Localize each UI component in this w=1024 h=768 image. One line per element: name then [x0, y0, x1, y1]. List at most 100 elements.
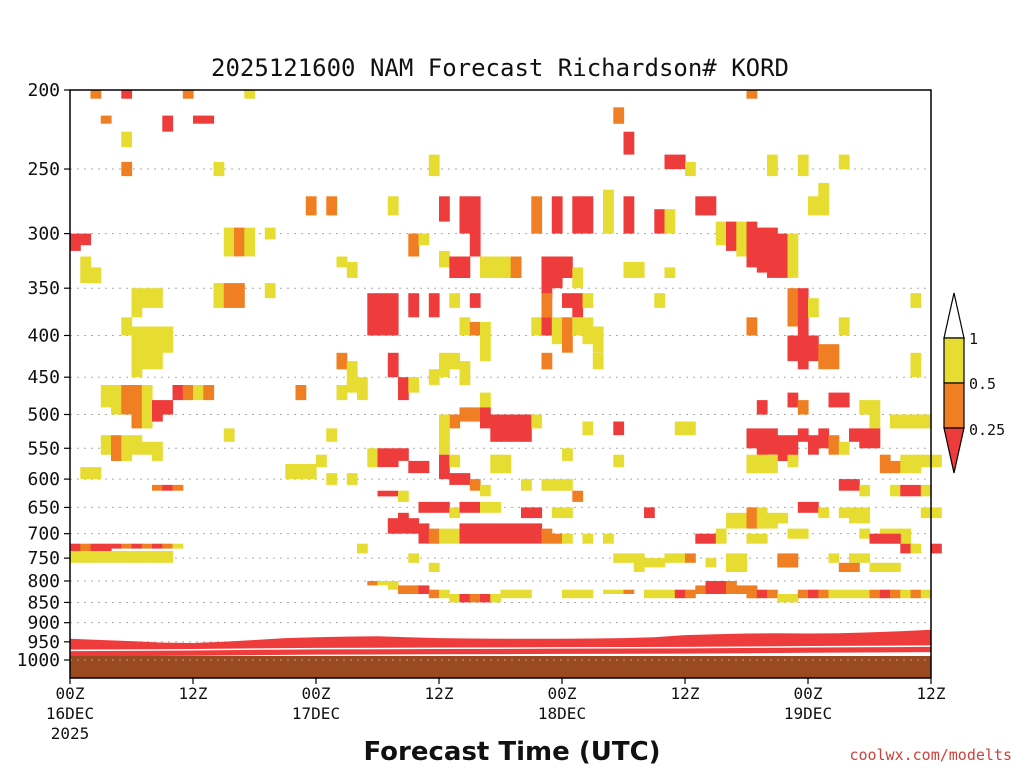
ri-cell — [418, 523, 430, 544]
ri-cell — [480, 392, 491, 408]
ri-cell — [305, 464, 317, 480]
ri-cell — [674, 421, 686, 436]
ri-cell — [838, 589, 850, 599]
ri-cell — [828, 344, 840, 370]
y-tick-label: 200 — [27, 80, 60, 101]
legend-under-arrow — [943, 427, 965, 474]
ri-cell — [449, 414, 461, 429]
ri-cell — [726, 553, 737, 572]
ri-cell — [910, 484, 922, 497]
ri-cell — [141, 385, 153, 429]
ri-cell — [828, 589, 840, 599]
x-tick-label: 00Z — [794, 684, 823, 703]
ri-cell — [551, 533, 563, 544]
ri-cell — [828, 553, 840, 563]
ri-cell — [674, 553, 686, 563]
ri-cell — [726, 512, 737, 529]
ri-cell — [787, 435, 799, 461]
x-axis-label: Forecast Time (UTC) — [363, 737, 660, 767]
ri-cell — [490, 594, 502, 603]
chart-title: 2025121600 NAM Forecast Richardson# KORD — [211, 54, 789, 82]
ri-cell — [152, 441, 163, 461]
ri-cell — [121, 317, 133, 336]
ri-cell — [428, 293, 440, 318]
ri-cell — [900, 543, 912, 554]
ri-cell — [838, 479, 850, 491]
x-tick-label: 12Z — [179, 684, 208, 703]
ri-cell — [787, 454, 799, 468]
ri-cell — [469, 501, 481, 513]
ri-cell — [418, 460, 430, 474]
x-tick-label: 00Z — [302, 684, 331, 703]
ri-cell — [418, 233, 430, 246]
ri-cell — [623, 553, 635, 563]
ri-cell — [141, 543, 153, 549]
ri-cell — [531, 523, 543, 544]
ri-cell — [480, 256, 491, 278]
ri-cell — [562, 448, 573, 461]
ri-cell — [398, 448, 409, 461]
x-tick-date: 18DEC — [538, 704, 586, 723]
ri-cell — [439, 589, 450, 599]
ri-cell — [808, 335, 819, 362]
ri-cell — [162, 551, 174, 563]
ri-cell — [80, 551, 92, 563]
ri-cell — [439, 528, 450, 544]
ri-cell — [838, 154, 850, 170]
ri-cell — [879, 454, 891, 474]
ri-cell — [141, 441, 153, 455]
ri-cell — [695, 196, 707, 216]
ri-cell — [818, 182, 830, 216]
ri-cell — [408, 293, 420, 318]
ri-cell — [531, 317, 543, 336]
y-tick-label: 400 — [27, 325, 60, 346]
ri-cell — [879, 589, 891, 599]
ri-cell — [767, 454, 778, 474]
ri-cell — [377, 490, 389, 497]
ri-cell — [387, 581, 399, 590]
ri-cell — [510, 256, 522, 278]
ri-cell — [756, 589, 768, 599]
ground-fill — [70, 656, 931, 678]
ri-cell — [818, 589, 830, 599]
ri-cell — [613, 553, 625, 563]
ri-cell — [326, 196, 338, 216]
ri-cell — [111, 543, 122, 549]
ri-cell — [439, 196, 450, 222]
ri-cell — [808, 435, 819, 455]
ri-cell — [931, 454, 942, 468]
ri-cell — [90, 467, 102, 480]
ri-cell — [131, 385, 143, 429]
ri-cell — [654, 589, 666, 599]
ri-cell — [674, 589, 686, 599]
ri-cell — [910, 543, 922, 554]
ri-cell — [910, 454, 922, 474]
ri-cell — [756, 400, 768, 415]
ri-cell — [623, 589, 635, 594]
ri-cell — [797, 501, 809, 513]
ri-cell — [787, 392, 799, 408]
ri-cell — [623, 196, 635, 234]
ri-cell — [695, 533, 707, 544]
ri-cell — [910, 352, 922, 378]
ri-cell — [838, 507, 850, 519]
ri-cell — [890, 562, 901, 572]
ri-cell — [900, 414, 912, 429]
ri-cell — [121, 161, 133, 177]
y-tick-label: 450 — [27, 367, 60, 388]
ri-cell — [879, 533, 891, 544]
ri-cell — [849, 562, 860, 572]
ri-cell — [346, 473, 358, 485]
ri-cell — [838, 317, 850, 336]
ri-cell — [818, 428, 830, 449]
ri-cell — [715, 221, 727, 246]
ri-cell — [295, 464, 307, 480]
ri-cell — [172, 484, 184, 491]
ri-cell — [162, 326, 174, 353]
ri-cell — [869, 589, 881, 599]
y-tick-label: 500 — [27, 405, 60, 426]
ri-cell — [357, 543, 368, 554]
ri-cell — [428, 562, 440, 572]
ri-cell — [295, 385, 307, 401]
